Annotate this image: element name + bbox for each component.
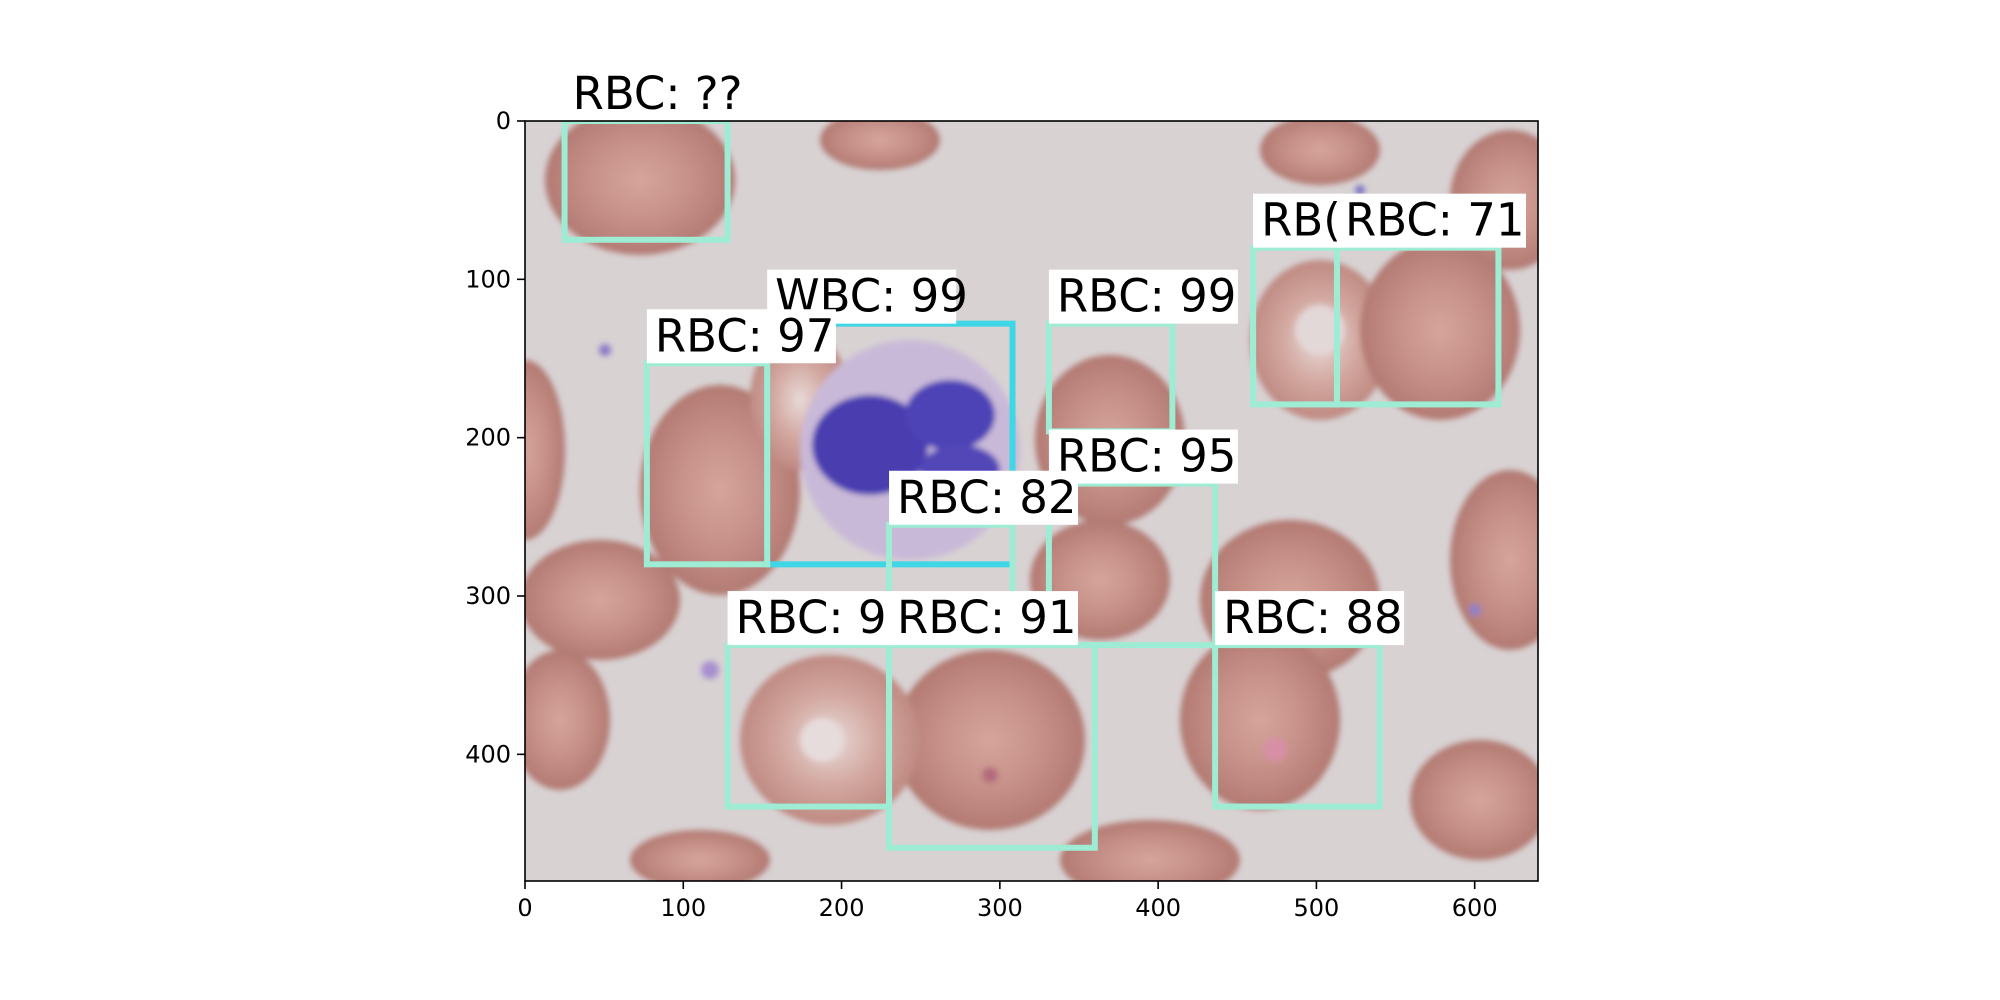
detection-label: RBC: 95 <box>1057 430 1237 483</box>
detection-label: RBC: 82 <box>897 471 1077 524</box>
detection-label-bg <box>1336 193 1526 248</box>
y-tick-label: 400 <box>465 740 511 768</box>
axes-frame <box>524 120 1539 882</box>
detection-label-bg <box>1253 193 1343 248</box>
detection-label: RBC: ?? <box>573 67 743 120</box>
x-tick-label: 300 <box>977 894 1023 922</box>
detection-label-bg <box>646 309 836 364</box>
detection-label-bg <box>564 67 754 121</box>
detection-label: RBC: 91 <box>897 591 1077 644</box>
x-tick-label: 500 <box>1294 894 1340 922</box>
detection-label: RBC: 88 <box>1223 591 1403 644</box>
y-tick-label: 200 <box>465 424 511 452</box>
detection-label: RBC: 9 <box>736 591 887 644</box>
detection-label-bg <box>889 470 1079 525</box>
y-axis: 0 100 200 300 400 <box>465 107 525 768</box>
detection-label-bg <box>1048 269 1238 324</box>
x-tick-label: 100 <box>660 894 706 922</box>
detection-label-bg <box>727 591 892 646</box>
x-axis: 0 100 200 300 400 500 600 <box>517 881 1498 922</box>
detection-label: RBC: 71 <box>1345 194 1525 247</box>
x-tick-label: 400 <box>1135 894 1181 922</box>
detection-label: RB( <box>1261 194 1341 247</box>
x-tick-label: 600 <box>1452 894 1498 922</box>
detection-label-bg <box>1048 429 1238 484</box>
detection-label-bg <box>1215 591 1405 646</box>
y-tick-label: 0 <box>496 107 511 135</box>
y-tick-label: 300 <box>465 582 511 610</box>
detection-label: RBC: 97 <box>655 309 835 362</box>
y-tick-label: 100 <box>465 265 511 293</box>
x-tick-label: 200 <box>819 894 865 922</box>
x-tick-label: 0 <box>517 894 532 922</box>
detection-label-bg <box>889 591 1079 646</box>
rbc-detection-box <box>561 121 731 243</box>
detection-label: RBC: 99 <box>1057 270 1237 323</box>
